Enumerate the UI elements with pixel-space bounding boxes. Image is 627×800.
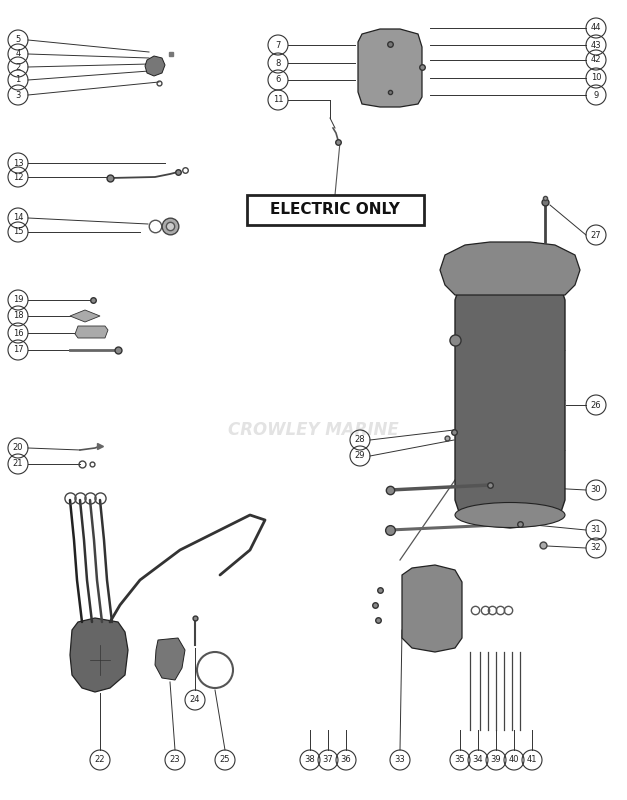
Text: 5: 5 (16, 35, 21, 45)
Ellipse shape (455, 502, 565, 527)
Text: 30: 30 (591, 486, 601, 494)
Text: 21: 21 (13, 459, 23, 469)
Text: 37: 37 (323, 755, 334, 765)
Text: 40: 40 (508, 755, 519, 765)
Text: 18: 18 (13, 311, 23, 321)
Text: 44: 44 (591, 23, 601, 33)
Text: 1: 1 (16, 75, 21, 85)
Text: 32: 32 (591, 543, 601, 553)
Polygon shape (75, 326, 108, 338)
Text: 9: 9 (593, 90, 599, 99)
Text: 3: 3 (15, 90, 21, 99)
Text: 38: 38 (305, 755, 315, 765)
FancyBboxPatch shape (247, 195, 424, 225)
Polygon shape (402, 565, 462, 652)
Text: 25: 25 (219, 755, 230, 765)
Text: 6: 6 (275, 75, 281, 85)
Text: 29: 29 (355, 451, 366, 461)
Polygon shape (440, 242, 580, 295)
Text: 14: 14 (13, 214, 23, 222)
Text: 15: 15 (13, 227, 23, 237)
Text: 10: 10 (591, 74, 601, 82)
Text: CROWLEY MARINE: CROWLEY MARINE (228, 421, 398, 439)
Text: 41: 41 (527, 755, 537, 765)
Polygon shape (145, 56, 165, 76)
Text: 42: 42 (591, 55, 601, 65)
Text: 36: 36 (340, 755, 351, 765)
Polygon shape (455, 272, 565, 528)
Text: 31: 31 (591, 526, 601, 534)
Text: 12: 12 (13, 173, 23, 182)
Text: 34: 34 (473, 755, 483, 765)
Text: 22: 22 (95, 755, 105, 765)
Text: 11: 11 (273, 95, 283, 105)
Text: 17: 17 (13, 346, 23, 354)
Text: ELECTRIC ONLY: ELECTRIC ONLY (270, 202, 400, 218)
Text: 13: 13 (13, 158, 23, 167)
Text: 2: 2 (16, 62, 21, 71)
Text: 8: 8 (275, 58, 281, 67)
Text: 4: 4 (16, 50, 21, 58)
Polygon shape (155, 638, 185, 680)
Text: 24: 24 (190, 695, 200, 705)
Text: 19: 19 (13, 295, 23, 305)
Text: 35: 35 (455, 755, 465, 765)
Text: 23: 23 (170, 755, 181, 765)
Text: 39: 39 (491, 755, 502, 765)
Text: 28: 28 (355, 435, 366, 445)
Text: 26: 26 (591, 401, 601, 410)
Polygon shape (358, 29, 422, 107)
Text: 16: 16 (13, 329, 23, 338)
Text: 27: 27 (591, 230, 601, 239)
Text: 43: 43 (591, 41, 601, 50)
Text: 33: 33 (394, 755, 406, 765)
Polygon shape (70, 310, 100, 322)
Text: 20: 20 (13, 443, 23, 453)
Text: 7: 7 (275, 41, 281, 50)
Polygon shape (70, 618, 128, 692)
